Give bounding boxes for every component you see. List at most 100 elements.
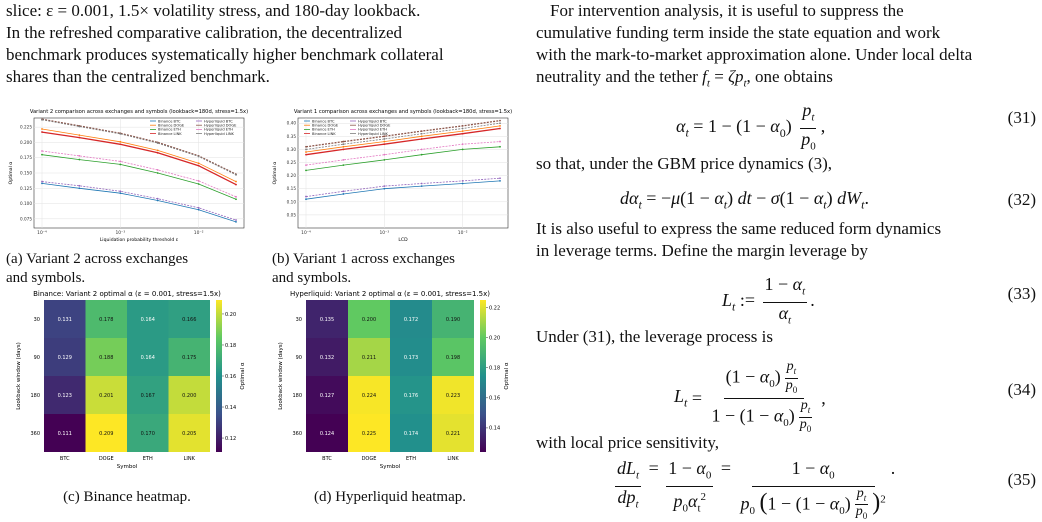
data-point xyxy=(235,173,237,176)
data-point xyxy=(383,185,386,187)
equation-32: dαt = −μ(1 − αt) dt − σ(1 − αt) dWt. (32… xyxy=(620,188,1036,212)
heatmap-cell-label: 0.211 xyxy=(362,355,376,361)
data-point xyxy=(342,190,345,193)
legend-entry: Hyperliquid ETH xyxy=(204,128,233,132)
data-point xyxy=(156,151,159,154)
plot-frame xyxy=(297,117,509,229)
y-tick-label: 0.10 xyxy=(287,199,297,204)
data-point xyxy=(499,177,501,180)
data-point xyxy=(78,158,81,161)
figure-b-chart: Variant 1 comparison across exchanges an… xyxy=(268,104,514,244)
data-point xyxy=(235,180,237,183)
data-point xyxy=(342,145,345,148)
right-para3-line1: It is also useful to express the same re… xyxy=(536,219,942,238)
data-point xyxy=(119,132,122,135)
x-axis-label: Liquidation probability threshold ε xyxy=(100,237,179,243)
heatmap-cell xyxy=(348,376,390,414)
y-axis-label: Optimal α xyxy=(272,162,278,185)
heatmap-cell xyxy=(348,300,390,338)
heatmap-cell-label: 0.111 xyxy=(58,431,72,437)
right-paragraph-2: so that, under the GBM price dynamics (3… xyxy=(536,154,833,173)
row-tick-label: 90 xyxy=(34,355,40,361)
data-point xyxy=(235,183,237,186)
heatmap-cell xyxy=(127,376,169,414)
row-tick-label: 180 xyxy=(30,393,40,399)
colorbar-tick-label: 0.12 xyxy=(225,436,236,442)
heatmap-cell xyxy=(168,376,210,414)
figure-a-chart: Variant 2 comparison across exchanges an… xyxy=(4,104,250,244)
heatmap-cell xyxy=(44,414,86,452)
heatmap-cell xyxy=(306,414,348,452)
row-tick-label: 30 xyxy=(34,317,40,323)
data-point xyxy=(78,154,81,157)
colorbar-tick-label: 0.14 xyxy=(225,405,236,411)
data-point xyxy=(420,182,423,185)
data-point xyxy=(420,130,423,132)
data-point xyxy=(461,148,464,151)
legend-entry: Binance DOGE xyxy=(158,124,185,128)
data-point xyxy=(119,143,122,146)
variant1-line-chart: Variant 1 comparison across exchanges an… xyxy=(272,109,512,243)
data-point xyxy=(383,140,386,143)
row-tick-label: 360 xyxy=(30,431,40,437)
data-point xyxy=(305,153,307,156)
colorbar-tick-label: 0.18 xyxy=(225,343,236,349)
data-point xyxy=(461,124,464,127)
variant2-line-chart: Variant 2 comparison across exchanges an… xyxy=(8,109,248,243)
row-tick-label: 90 xyxy=(296,355,302,361)
equation-31: αt = 1 − (1 − α0) pt p0, (31) xyxy=(676,100,1036,153)
heatmap-cell-label: 0.164 xyxy=(141,355,155,361)
data-point xyxy=(78,134,81,137)
x-tick-label: 10⁻⁴ xyxy=(301,230,311,236)
right-line-2: cumulative funding term inside the state… xyxy=(536,23,941,42)
caption-d: (d) Hyperliquid heatmap. xyxy=(313,489,467,505)
data-point xyxy=(342,159,345,161)
column-tick-label: DOGE xyxy=(362,456,377,462)
heatmap-title: Hyperliquid: Variant 2 optimal α (ε = 0.… xyxy=(290,290,490,298)
x-axis-label: Symbol xyxy=(380,464,401,470)
data-point xyxy=(197,183,200,185)
caption-a: (a) Variant 2 across exchanges and symbo… xyxy=(6,250,246,288)
series-line xyxy=(41,183,237,223)
data-point xyxy=(119,192,122,195)
colorbar-label: Optimal α xyxy=(504,362,510,390)
colorbar-tick-label: 0.16 xyxy=(489,396,500,402)
data-point xyxy=(383,138,386,140)
binance-heatmap: Binance: Variant 2 optimal α (ε = 0.001,… xyxy=(16,290,246,470)
data-point xyxy=(420,138,423,140)
data-point xyxy=(235,198,237,201)
heatmap-cell-label: 0.167 xyxy=(141,393,155,399)
heatmap-cell xyxy=(390,338,432,376)
heatmap-cell xyxy=(390,376,432,414)
heatmap-cell-label: 0.190 xyxy=(446,317,460,323)
data-point xyxy=(499,145,501,148)
series-line xyxy=(41,128,237,182)
left-line-4: shares than the centralized benchmark. xyxy=(6,67,270,86)
eq-number-33: (33) xyxy=(1007,284,1036,303)
data-point xyxy=(119,160,122,163)
data-point xyxy=(305,148,307,151)
data-point xyxy=(156,199,159,202)
figure-d-heatmap: Hyperliquid: Variant 2 optimal α (ε = 0.… xyxy=(266,288,514,482)
legend-entry: Hyperliquid LINK xyxy=(358,132,389,136)
data-point xyxy=(41,150,43,152)
heatmap-cell xyxy=(44,376,86,414)
y-tick-label: 0.25 xyxy=(287,160,297,165)
heatmap-cell-label: 0.188 xyxy=(99,355,113,361)
right-paragraph-1: For intervention analysis, it is useful … xyxy=(536,0,1036,94)
x-tick-label: 10⁻² xyxy=(194,230,204,236)
heatmap-cell-label: 0.174 xyxy=(404,431,418,437)
data-point xyxy=(41,131,43,133)
heatmap-cell-label: 0.223 xyxy=(446,393,460,399)
heatmap-cell xyxy=(44,338,86,376)
data-point xyxy=(305,145,307,148)
colorbar-tick-label: 0.20 xyxy=(225,312,236,318)
heatmap-cell-label: 0.200 xyxy=(362,317,376,323)
y-tick-label: 0.150 xyxy=(20,171,32,176)
data-point xyxy=(461,143,464,146)
data-point xyxy=(499,127,501,130)
eq-number-34: (34) xyxy=(1007,380,1036,399)
series-line xyxy=(305,146,501,171)
column-tick-label: LINK xyxy=(447,456,459,462)
heatmap-cell-label: 0.209 xyxy=(99,431,113,437)
